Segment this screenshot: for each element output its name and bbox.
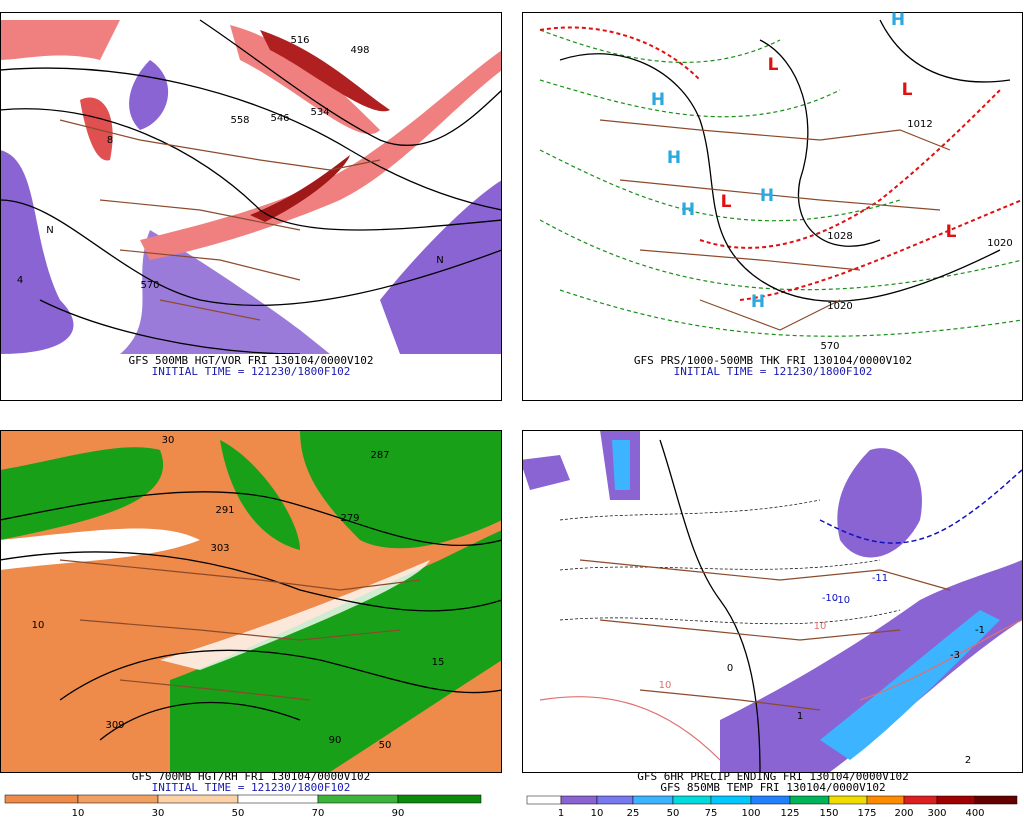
colorbar-label: 150 (819, 808, 838, 819)
contour-label: 303 (210, 543, 229, 554)
subcaption: INITIAL TIME = 121230/1800F102 (152, 781, 351, 794)
colorbar-segment (77, 794, 159, 804)
contour-label: -10 (834, 595, 850, 606)
contour-label: 0 (727, 663, 733, 674)
colorbar-segment (560, 795, 598, 805)
colorbar-segment (526, 795, 562, 805)
contour-label: 1020 (987, 238, 1012, 249)
colorbar-label: 175 (857, 808, 876, 819)
colorbar-segment (317, 794, 399, 804)
contour-label: N (46, 225, 53, 236)
contour-label: 309 (105, 720, 124, 731)
colorbar-label: 125 (780, 808, 799, 819)
contour-label: -3 (950, 650, 960, 661)
panel-frame (522, 12, 1023, 401)
colorbar-segment (903, 795, 938, 805)
pressure-center: H (667, 148, 681, 168)
map-surface (523, 13, 1022, 354)
contour-label: 498 (350, 45, 369, 56)
caption: GFS 500MB HGT/VOR FRI 130104/0000V102 (128, 354, 373, 367)
map-500mb (1, 13, 501, 354)
contour-label: 10 (32, 620, 45, 631)
contour-label: 516 (290, 35, 309, 46)
contour-label: 287 (370, 450, 389, 461)
panel-frame (0, 12, 502, 401)
panel-frame (522, 430, 1023, 773)
contour-label: 1 (797, 711, 803, 722)
colorbar-label: 25 (627, 808, 640, 819)
colorbar-segment (157, 794, 239, 804)
colorbar-segment (828, 795, 868, 805)
contour-label: 4 (17, 275, 23, 286)
contour-label: 1012 (907, 119, 932, 130)
pressure-center: H (651, 90, 665, 110)
colorbar-label: 10 (72, 808, 85, 819)
pressure-center: L (768, 55, 779, 75)
caption: GFS 6HR PRECIP ENDING FRI 130104/0000V10… (637, 770, 909, 783)
contour-label: 291 (215, 505, 234, 516)
colorbar-label: 70 (312, 808, 325, 819)
panel-frame (0, 430, 502, 773)
colorbar-segment (974, 795, 1018, 805)
colorbar-segment (237, 794, 319, 804)
pressure-center: H (681, 200, 695, 220)
colorbar-segment (4, 794, 79, 804)
colorbar-segment (632, 795, 674, 805)
subcaption: GFS 850MB TEMP FRI 130104/0000V102 (660, 781, 885, 794)
colorbar-segment (750, 795, 791, 805)
colorbar-segment (936, 795, 976, 805)
colorbar-label: 50 (232, 808, 245, 819)
contour-label: -11 (872, 573, 888, 584)
colorbar-label: 90 (392, 808, 405, 819)
colorbar-label: 200 (894, 808, 913, 819)
contour-label: -10 (822, 593, 838, 604)
colorbar-segment (397, 794, 482, 804)
caption: GFS 700MB HGT/RH FRI 130104/0000V102 (132, 770, 370, 783)
colorbar-label: 400 (965, 808, 984, 819)
colorbar-label: 100 (741, 808, 760, 819)
colorbar-label: 50 (667, 808, 680, 819)
pressure-center: L (721, 192, 732, 212)
contour-label: 534 (310, 107, 329, 118)
contour-label: 570 (140, 280, 159, 291)
contour-label: 546 (270, 113, 289, 124)
contour-label: 279 (340, 513, 359, 524)
map-700mb (1, 431, 501, 772)
colorbar-label: 75 (705, 808, 718, 819)
pressure-center: H (751, 292, 765, 312)
contour-label: 50 (379, 740, 392, 751)
colorbar-segment (789, 795, 830, 805)
contour-label: 10 (814, 621, 827, 632)
contour-label: 10 (659, 680, 672, 691)
colorbar-label: 1 (558, 808, 564, 819)
contour-label: -1 (975, 625, 985, 636)
pressure-center: H (760, 186, 774, 206)
contour-label: 90 (329, 735, 342, 746)
colorbar-label: 10 (591, 808, 604, 819)
pressure-center: H (891, 10, 905, 30)
contour-label: 1020 (827, 301, 852, 312)
subcaption: INITIAL TIME = 121230/1800F102 (152, 365, 351, 378)
map-precip (523, 431, 1022, 772)
colorbar-segment (710, 795, 752, 805)
caption: GFS PRS/1000-500MB THK FRI 130104/0000V1… (634, 354, 912, 367)
colorbar-segment (866, 795, 905, 805)
colorbar-segment (596, 795, 634, 805)
contour-label: 558 (230, 115, 249, 126)
contour-label: 1028 (827, 231, 852, 242)
contour-label: 15 (432, 657, 445, 668)
subcaption: INITIAL TIME = 121230/1800F102 (674, 365, 873, 378)
labels: GFS 500MB HGT/VOR FRI 130104/0000V102INI… (4, 10, 1018, 819)
pressure-center: L (946, 222, 957, 242)
colorbar-segment (672, 795, 712, 805)
contour-label: 30 (162, 435, 175, 446)
contour-label: 8 (107, 135, 113, 146)
colorbar-label: 300 (927, 808, 946, 819)
contour-label: N (436, 255, 443, 266)
contour-label: 2 (965, 755, 971, 766)
pressure-center: L (902, 80, 913, 100)
colorbar-label: 30 (152, 808, 165, 819)
contour-label: 570 (820, 341, 839, 352)
